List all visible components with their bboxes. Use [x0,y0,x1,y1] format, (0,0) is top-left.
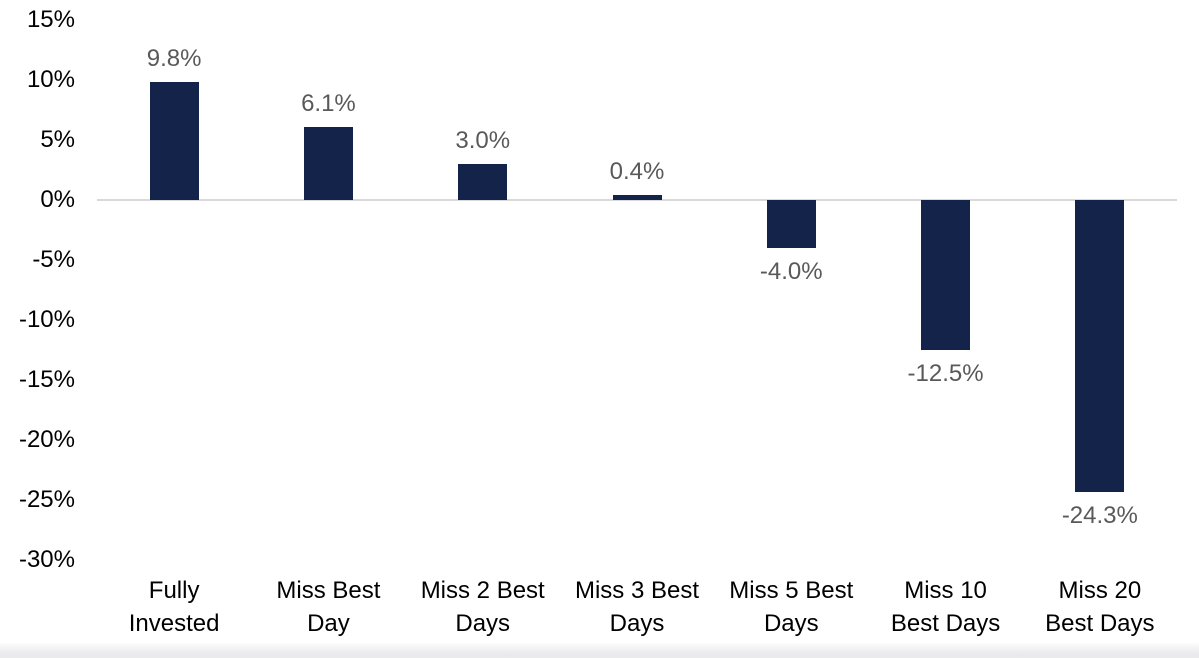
x-axis-category-label: Miss Best Day [251,574,405,640]
x-axis-category-label: Miss 5 Best Days [714,574,868,640]
x-axis-label-line: Miss 3 Best [574,577,699,604]
bar-value-label: -4.0% [759,258,823,285]
x-axis-label-line: Invested [128,610,220,637]
bar [303,126,353,200]
y-axis-tick-label: -10% [18,306,75,333]
x-axis-category-label: Miss 2 Best Days [406,574,560,640]
x-axis-label-line: Days [455,610,511,637]
bar-value-label: 6.1% [301,89,356,117]
zero-axis-line [97,199,1177,201]
y-axis-tick-label: 0% [40,186,75,213]
bar [458,164,508,200]
x-axis-label-line: Days [763,610,819,637]
y-axis-tick-label: -25% [18,486,75,513]
x-axis-label-line: Best Days [1045,610,1155,637]
bar-value-label: 0.4% [609,158,665,186]
y-axis-tick-label: -30% [18,546,75,573]
x-axis-label-line: Day [307,610,350,637]
x-axis-label-line: Miss 20 [1058,577,1142,604]
bar [1075,200,1125,492]
y-axis-tick-label: 10% [26,66,75,93]
x-axis-label-line: Best Days [890,610,1001,637]
x-axis-label-line: Days [609,610,665,637]
bar [612,195,662,200]
bar-value-label: -24.3% [1061,501,1138,529]
y-axis-tick-label: -5% [32,246,75,273]
bar [766,200,816,248]
x-axis-category-label: Miss 3 Best Days [560,574,714,640]
y-axis-tick-label: -15% [18,366,75,393]
bar [921,200,971,350]
y-axis-tick-label: 15% [26,6,75,33]
x-axis-label-line: Fully [148,577,200,604]
y-axis-tick-label: -20% [18,426,75,453]
x-axis-label-line: Miss 5 Best [729,577,854,604]
bottom-fade-strip [0,643,1199,658]
x-axis-category-label: Miss 10 Best Days [868,574,1022,640]
x-axis-label-line: Miss Best [276,577,381,604]
bar-value-label: 9.8% [146,45,202,73]
bar [149,82,199,200]
x-axis-label-line: Miss 2 Best [420,577,545,604]
x-axis-category-label: Miss 20 Best Days [1023,574,1177,640]
y-axis-tick-label: 5% [40,126,75,153]
bar-value-label: -12.5% [907,360,984,387]
bar-value-label: 3.0% [455,127,511,154]
x-axis-label-line: Miss 10 [904,577,987,604]
x-axis-category-label: Fully Invested [97,574,251,640]
